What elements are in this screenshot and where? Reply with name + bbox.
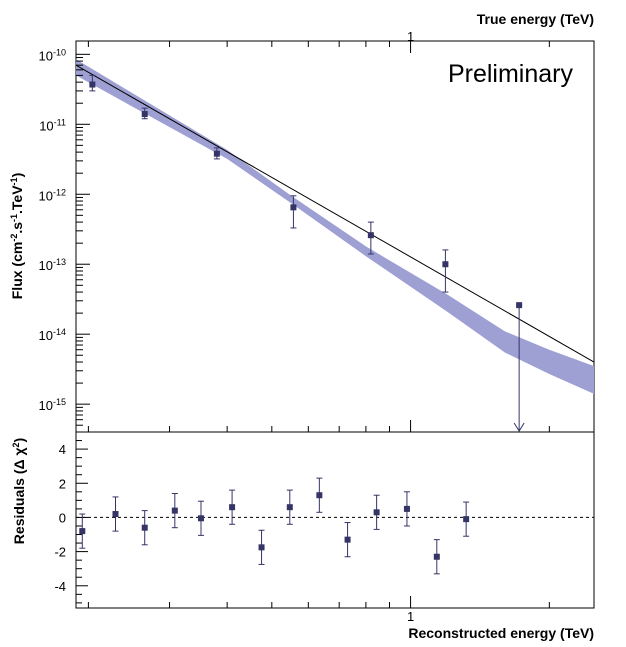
flux-tick-label: 10-10 xyxy=(39,47,66,63)
data-marker xyxy=(141,524,148,531)
reconstructed-energy-tick-label: 1 xyxy=(407,609,414,624)
residual-point xyxy=(344,522,351,558)
residual-point xyxy=(171,493,178,529)
data-marker xyxy=(433,553,440,560)
preliminary-annotation: Preliminary xyxy=(448,60,574,88)
residual-tick-label: -4 xyxy=(54,579,66,594)
data-marker xyxy=(141,111,148,118)
reconstructed-energy-axis-ticks xyxy=(87,596,550,608)
residual-point xyxy=(229,489,236,525)
data-marker xyxy=(229,504,236,511)
true-energy-axis-title: True energy (TeV) xyxy=(477,11,594,27)
residual-points xyxy=(79,477,470,575)
residual-tick-label: 2 xyxy=(59,476,66,491)
upper-limit-arrow xyxy=(513,422,525,432)
residual-point xyxy=(79,513,86,549)
data-marker xyxy=(344,536,351,543)
residual-point xyxy=(403,491,410,527)
residual-point xyxy=(286,489,293,525)
flux-tick-label: 10-15 xyxy=(39,397,66,413)
residual-point xyxy=(197,500,204,536)
fit-line xyxy=(75,64,595,363)
flux-point xyxy=(89,74,96,92)
reconstructed-energy-axis-title: Reconstructed energy (TeV) xyxy=(408,625,594,641)
spectrum-panel: 10-10 10-11 10-12 10-13 10-14 10-15 1 True en… xyxy=(9,11,595,433)
data-marker xyxy=(516,302,523,309)
data-marker xyxy=(89,81,96,88)
true-energy-axis-ticks xyxy=(87,41,550,432)
residual-point xyxy=(112,496,119,532)
flux-point xyxy=(367,221,374,255)
residual-tick-label: 4 xyxy=(59,442,66,457)
flux-tick-label: 10-11 xyxy=(39,117,66,133)
data-marker xyxy=(213,150,220,157)
flux-axis-title: Flux (cm-2.s-1.TeV-1) xyxy=(9,173,25,300)
data-marker xyxy=(403,505,410,512)
data-marker xyxy=(442,261,449,268)
upper-limits xyxy=(513,302,525,432)
data-marker xyxy=(367,232,374,239)
residuals-axis-title: Residuals (Δ χ2) xyxy=(11,438,27,544)
residual-point xyxy=(316,477,323,513)
data-marker xyxy=(112,511,119,518)
residual-point xyxy=(258,529,265,565)
data-marker xyxy=(286,504,293,511)
flux-point xyxy=(141,107,148,120)
flux-points xyxy=(89,74,449,293)
data-marker xyxy=(316,492,323,499)
residuals-frame xyxy=(75,431,595,609)
residual-point xyxy=(141,510,148,546)
residual-tick-label: -2 xyxy=(54,545,66,560)
flux-tick-label: 10-13 xyxy=(39,257,66,273)
data-marker xyxy=(197,515,204,522)
flux-axis-ticks xyxy=(76,53,90,433)
true-energy-tick-label: 1 xyxy=(407,29,414,44)
data-marker xyxy=(258,544,265,551)
upper-limit xyxy=(513,302,525,432)
residuals-tick-labels: 4 2 0 -2 -4 xyxy=(54,442,66,594)
data-marker xyxy=(290,204,297,211)
residual-point xyxy=(463,501,470,537)
flux-point xyxy=(290,195,297,229)
flux-tick-label: 10-12 xyxy=(39,187,66,203)
spectrum-frame xyxy=(75,40,595,433)
flux-tick-label: 10-14 xyxy=(39,327,66,343)
data-marker xyxy=(373,509,380,516)
residuals-panel: 4 2 0 -2 -4 1 Reconstructed energy (TeV) Res… xyxy=(11,431,595,641)
flux-tick-labels: 10-10 10-11 10-12 10-13 10-14 10-15 xyxy=(39,47,66,413)
residuals-axis-ticks xyxy=(76,431,88,604)
confidence-band xyxy=(76,59,594,394)
residual-tick-label: 0 xyxy=(59,510,66,525)
flux-point xyxy=(213,147,220,160)
flux-point xyxy=(442,249,449,293)
residual-point xyxy=(373,494,380,530)
residual-point xyxy=(433,539,440,575)
data-marker xyxy=(171,507,178,514)
data-marker xyxy=(79,528,86,535)
data-marker xyxy=(463,516,470,523)
